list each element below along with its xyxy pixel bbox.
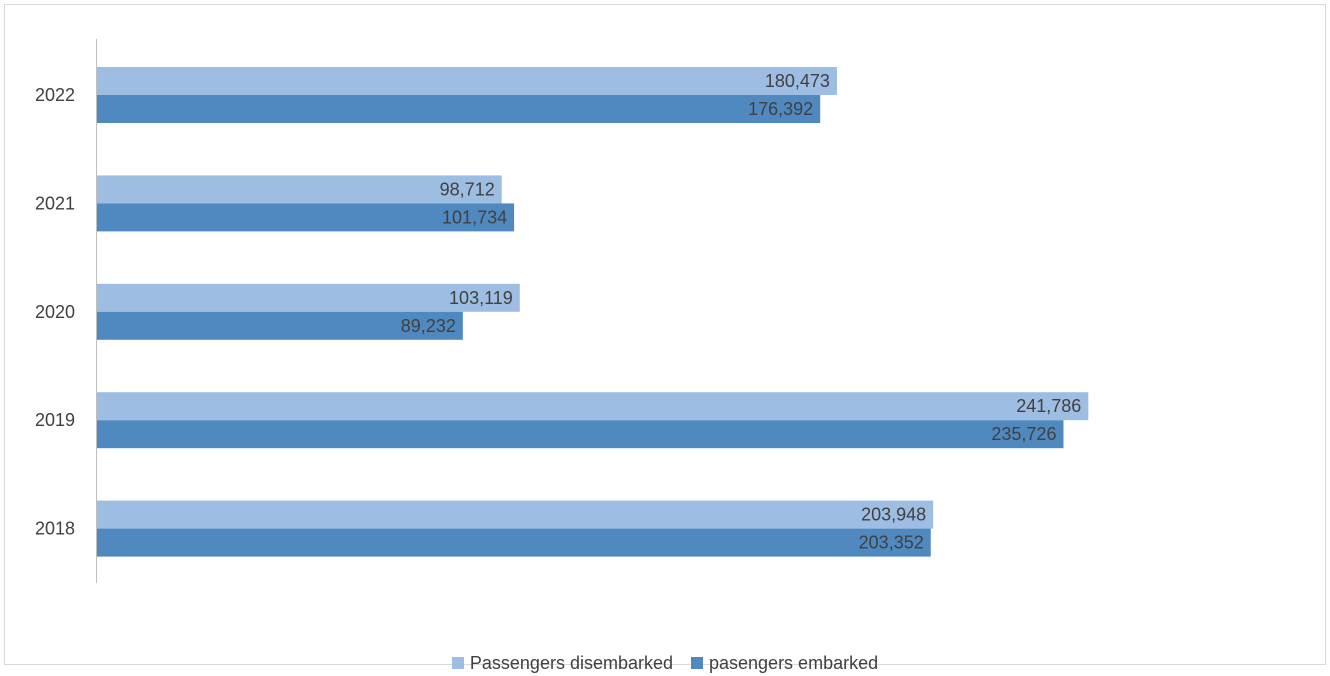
bar — [97, 67, 837, 95]
legend: Passengers disembarked pasengers embarked — [0, 650, 1330, 676]
legend-swatch — [451, 657, 464, 669]
data-label: 241,786 — [1016, 396, 1081, 416]
bar — [97, 311, 463, 340]
y-tick-label: 2019 — [35, 410, 75, 430]
bar — [97, 95, 821, 123]
data-label: 203,948 — [861, 505, 926, 525]
data-label: 203,352 — [859, 533, 924, 553]
data-label: 103,119 — [449, 288, 513, 308]
bar — [97, 392, 1089, 421]
data-label: 98,712 — [440, 179, 495, 199]
legend-label: pasengers embarked — [709, 652, 879, 673]
data-labels: 180,473 176,392 98,712 101,734 103,119 89,232… — [401, 71, 1082, 553]
data-label: 180,473 — [765, 71, 830, 91]
bars-layer — [97, 67, 1089, 557]
legend-entry: pasengers embarked — [691, 653, 878, 674]
y-tick-label: 2021 — [35, 193, 75, 213]
bar — [97, 420, 1064, 449]
data-label: 89,232 — [401, 316, 456, 336]
legend-entry: Passengers disembarked — [451, 652, 673, 674]
y-tick-label: 2022 — [35, 85, 75, 105]
y-tick-label: 2018 — [35, 519, 75, 539]
data-label: 235,726 — [991, 424, 1056, 444]
legend-label: Passengers disembarked — [469, 652, 673, 673]
y-tick-labels: 2022 2021 2020 2019 2018 — [35, 85, 75, 539]
bar — [97, 203, 515, 232]
bar — [97, 175, 502, 204]
data-label: 176,392 — [748, 99, 813, 119]
bar — [97, 283, 520, 312]
chart-area: 2022 2021 2020 2019 2018 180,473 176,392 98,71… — [4, 4, 1326, 665]
bar — [97, 500, 934, 529]
legend-swatch — [691, 657, 703, 669]
bar-chart: 2022 2021 2020 2019 2018 180,473 176,392 98,71… — [35, 39, 1089, 583]
bar — [97, 528, 931, 557]
y-tick-label: 2020 — [35, 302, 75, 322]
data-label: 101,734 — [442, 207, 507, 227]
